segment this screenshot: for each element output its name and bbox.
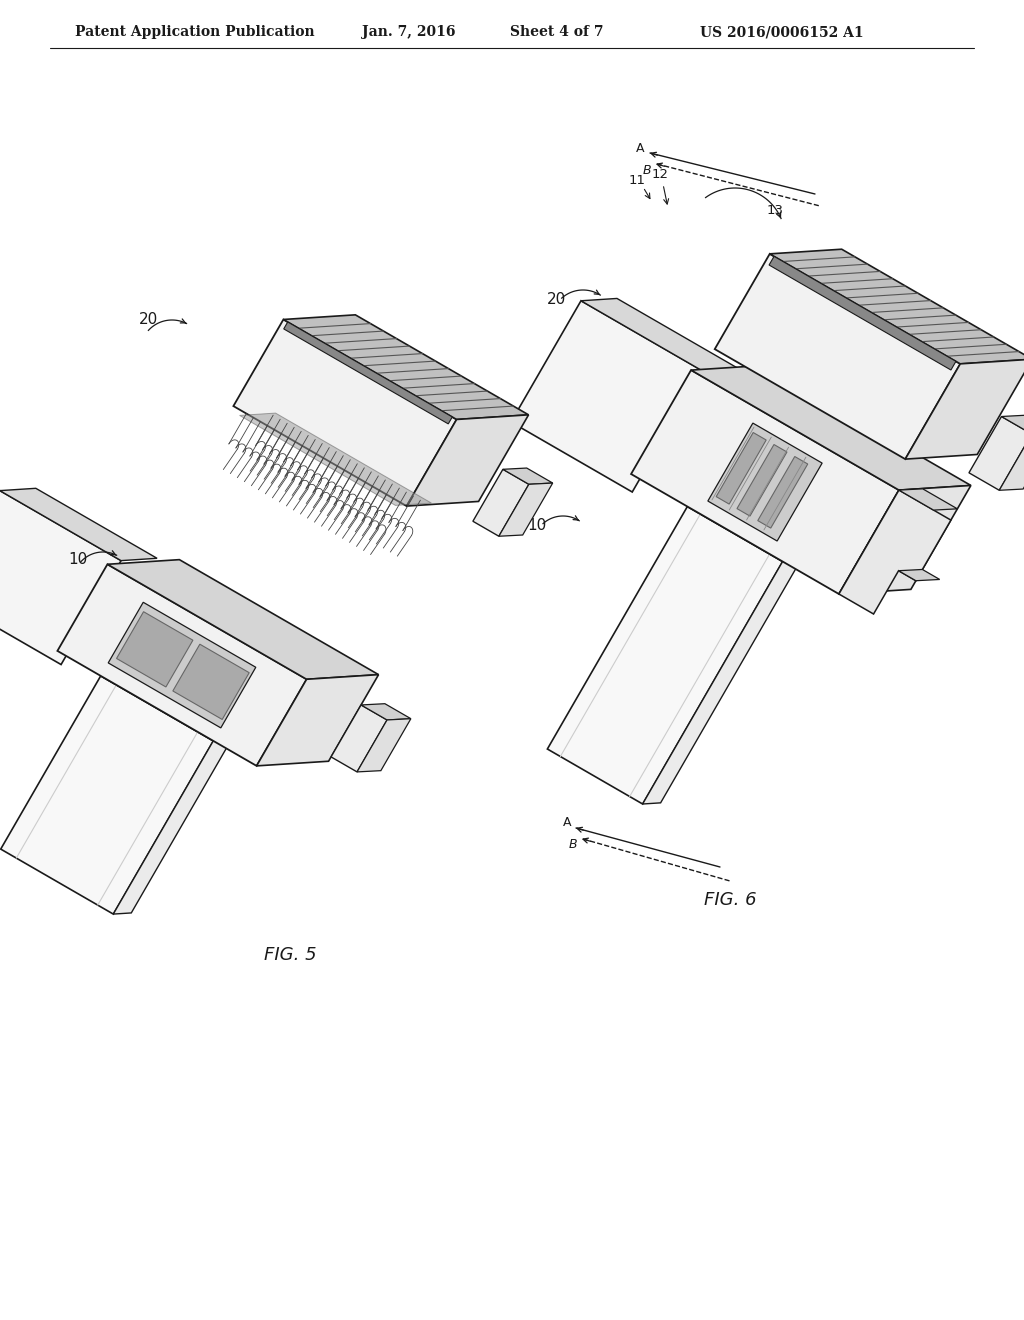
Polygon shape: [631, 370, 899, 594]
Polygon shape: [716, 433, 766, 504]
Polygon shape: [100, 673, 249, 741]
Polygon shape: [708, 424, 822, 541]
Polygon shape: [173, 644, 249, 719]
Polygon shape: [969, 417, 1024, 490]
Polygon shape: [499, 483, 553, 536]
Polygon shape: [284, 315, 528, 420]
Polygon shape: [899, 569, 940, 581]
Text: FIG. 6: FIG. 6: [703, 891, 757, 909]
Text: 20: 20: [138, 313, 158, 327]
Polygon shape: [284, 322, 453, 424]
Polygon shape: [240, 413, 431, 506]
Polygon shape: [361, 704, 411, 719]
Polygon shape: [1, 676, 213, 913]
Polygon shape: [233, 319, 457, 506]
Text: 20: 20: [548, 293, 566, 308]
Polygon shape: [715, 253, 961, 459]
Polygon shape: [758, 457, 808, 528]
Polygon shape: [769, 256, 956, 370]
Polygon shape: [999, 433, 1024, 490]
Text: B: B: [568, 838, 578, 851]
Polygon shape: [0, 488, 157, 561]
Polygon shape: [905, 359, 1024, 459]
Polygon shape: [691, 366, 971, 490]
Polygon shape: [57, 564, 306, 766]
Text: Jan. 7, 2016: Jan. 7, 2016: [362, 25, 456, 40]
Polygon shape: [839, 486, 971, 594]
Polygon shape: [770, 249, 1024, 364]
Polygon shape: [839, 490, 951, 614]
Polygon shape: [0, 491, 121, 664]
Polygon shape: [1001, 416, 1024, 434]
Polygon shape: [117, 611, 193, 686]
Polygon shape: [114, 739, 231, 913]
Text: Patent Application Publication: Patent Application Publication: [75, 25, 314, 40]
Text: FIG. 5: FIG. 5: [264, 946, 316, 964]
Polygon shape: [331, 705, 387, 772]
Text: A: A: [563, 817, 571, 829]
Text: 11: 11: [629, 173, 645, 186]
Text: 12: 12: [651, 169, 669, 181]
Text: US 2016/0006152 A1: US 2016/0006152 A1: [700, 25, 863, 40]
Text: Sheet 4 of 7: Sheet 4 of 7: [510, 25, 603, 40]
Polygon shape: [108, 560, 379, 680]
Polygon shape: [643, 561, 801, 804]
Polygon shape: [257, 675, 379, 766]
Polygon shape: [737, 445, 787, 516]
Polygon shape: [687, 506, 807, 561]
Polygon shape: [407, 414, 528, 506]
Polygon shape: [899, 488, 957, 510]
Polygon shape: [109, 602, 256, 727]
Polygon shape: [581, 298, 738, 371]
Polygon shape: [473, 470, 528, 536]
Polygon shape: [511, 301, 702, 492]
Polygon shape: [357, 718, 411, 772]
Text: 13: 13: [767, 203, 783, 216]
Text: B: B: [643, 164, 651, 177]
Text: A: A: [636, 141, 644, 154]
Text: 10: 10: [527, 517, 547, 532]
Text: 10: 10: [69, 553, 88, 568]
Polygon shape: [548, 507, 782, 804]
Polygon shape: [503, 469, 553, 484]
